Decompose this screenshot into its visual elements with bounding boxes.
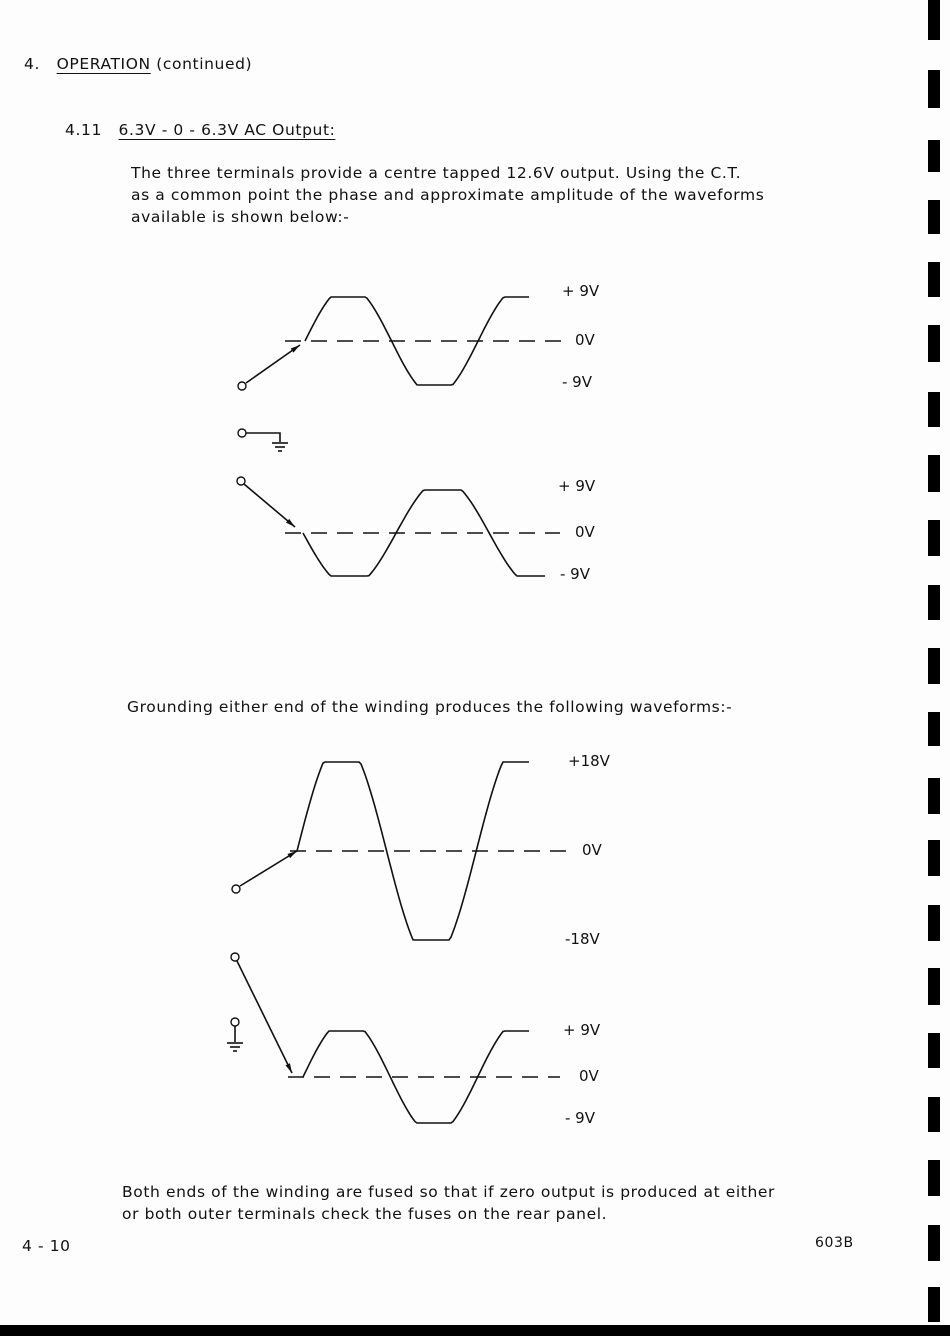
terminal-icon — [230, 1017, 240, 1027]
closing-line-2: or both outer terminals check the fuses … — [122, 1205, 608, 1223]
binding-mark — [928, 585, 940, 620]
binding-mark — [928, 1033, 940, 1068]
section-title: OPERATION — [56, 55, 151, 73]
binding-mark — [928, 968, 940, 1005]
intro-line-2: as a common point the phase and approxim… — [131, 186, 765, 204]
binding-mark — [928, 200, 940, 234]
d2-top-waveform — [296, 761, 529, 941]
subsection-number: 4.11 — [65, 121, 102, 139]
intro-line-3: available is shown below:- — [131, 208, 350, 226]
d1-bottom-arrow-head — [285, 518, 295, 527]
d1-top-waveform — [304, 296, 529, 386]
terminal-icon — [237, 428, 247, 438]
binding-mark — [928, 1160, 940, 1196]
d2-top-plus-label: +18V — [568, 752, 610, 770]
binding-mark — [928, 905, 940, 941]
binding-mark — [928, 840, 940, 876]
model-number: 603B — [815, 1235, 854, 1251]
d1-bottom-minus-label: - 9V — [560, 565, 590, 583]
d2-bottom-minus-label: - 9V — [565, 1109, 595, 1127]
section-heading: 4. OPERATION (continued) — [24, 55, 252, 73]
subsection-title: 6.3V - 0 - 6.3V AC Output: — [118, 121, 336, 139]
bottom-edge — [0, 1325, 950, 1336]
binding-mark — [928, 648, 940, 684]
terminal-icon — [230, 952, 240, 962]
d2-top-minus-label: -18V — [565, 930, 600, 948]
d1-bottom-plus-label: + 9V — [558, 477, 596, 495]
d2-top-arrow-head — [287, 851, 297, 859]
binding-mark — [928, 325, 940, 362]
d2-bottom-arrow — [236, 960, 293, 1074]
binding-mark — [928, 1287, 940, 1322]
d2-bottom-zero-label: 0V — [579, 1067, 599, 1085]
binding-mark — [928, 1225, 940, 1261]
d2-top-zero-label: 0V — [582, 841, 602, 859]
d1-top-plus-label: + 9V — [562, 282, 600, 300]
ground-wire — [246, 432, 281, 442]
d2-bottom-arrow-head — [285, 1063, 292, 1073]
d1-top-arrow — [245, 344, 301, 384]
terminal-icon — [231, 884, 241, 894]
binding-mark — [928, 1097, 940, 1132]
binding-mark — [928, 262, 940, 297]
d1-bottom-waveform — [302, 489, 545, 577]
binding-mark — [928, 140, 940, 172]
binding-mark — [928, 778, 940, 814]
binding-mark — [928, 712, 940, 746]
closing-line-1: Both ends of the winding are fused so th… — [122, 1183, 776, 1201]
d1-bottom-arrow — [243, 483, 296, 528]
page-number: 4 - 10 — [22, 1237, 71, 1255]
section-number: 4. — [24, 55, 40, 73]
binding-mark — [928, 455, 940, 492]
d1-top-minus-label: - 9V — [562, 373, 592, 391]
d1-bottom-zero-label: 0V — [575, 523, 595, 541]
subsection-heading: 4.11 6.3V - 0 - 6.3V AC Output: — [65, 121, 335, 139]
binding-mark — [928, 0, 940, 40]
terminal-icon — [237, 381, 247, 391]
grounding-text: Grounding either end of the winding prod… — [127, 698, 733, 716]
intro-line-1: The three terminals provide a centre tap… — [131, 164, 742, 182]
d1-top-zero-label: 0V — [575, 331, 595, 349]
section-suffix: (continued) — [156, 55, 253, 73]
binding-mark — [928, 70, 940, 108]
d2-top-arrow — [239, 850, 298, 887]
binding-mark — [928, 392, 940, 427]
terminal-icon — [236, 476, 246, 486]
d2-bottom-plus-label: + 9V — [563, 1021, 601, 1039]
binding-mark — [928, 520, 940, 556]
d1-top-arrow-head — [290, 345, 300, 353]
d2-bottom-waveform — [302, 1030, 529, 1124]
